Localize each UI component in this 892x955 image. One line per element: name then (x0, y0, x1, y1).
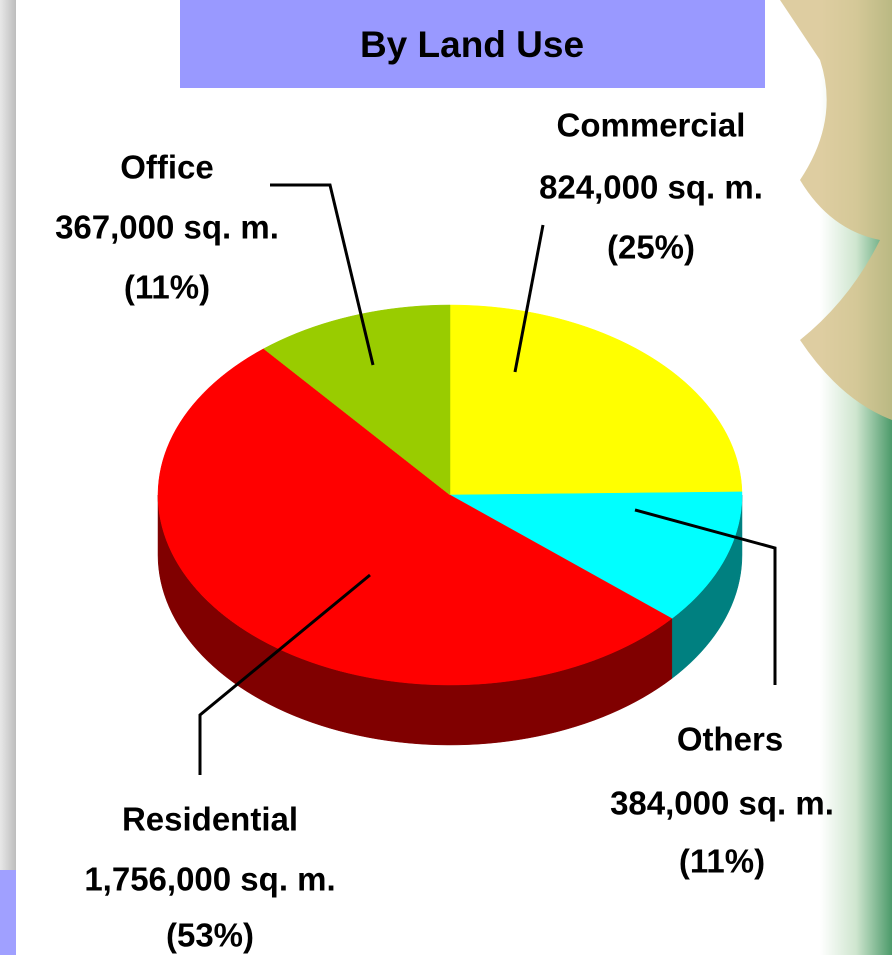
pie-slice (449, 304, 743, 496)
value-label: 367,000 sq. m. (55, 209, 279, 246)
percent-label: (25%) (607, 229, 695, 266)
pie-slice (449, 491, 743, 619)
slice-label: Office (120, 149, 214, 186)
slice-label: Residential (122, 801, 298, 838)
percent-label: (11%) (124, 269, 210, 306)
left-strip (0, 0, 16, 955)
value-label: 1,756,000 sq. m. (84, 861, 335, 898)
pie-slice (157, 348, 673, 686)
chart-title: By Land Use (360, 24, 584, 65)
percent-label: (53%) (166, 917, 254, 954)
percent-label: (11%) (679, 843, 765, 880)
title-box (180, 0, 765, 88)
pie-slice (263, 304, 451, 496)
decoration (780, 0, 892, 420)
slice-label: Others (677, 721, 783, 758)
leaders (198, 183, 777, 775)
value-label: 384,000 sq. m. (610, 785, 834, 822)
slice-label: Commercial (557, 107, 746, 144)
value-label: 824,000 sq. m. (539, 169, 763, 206)
